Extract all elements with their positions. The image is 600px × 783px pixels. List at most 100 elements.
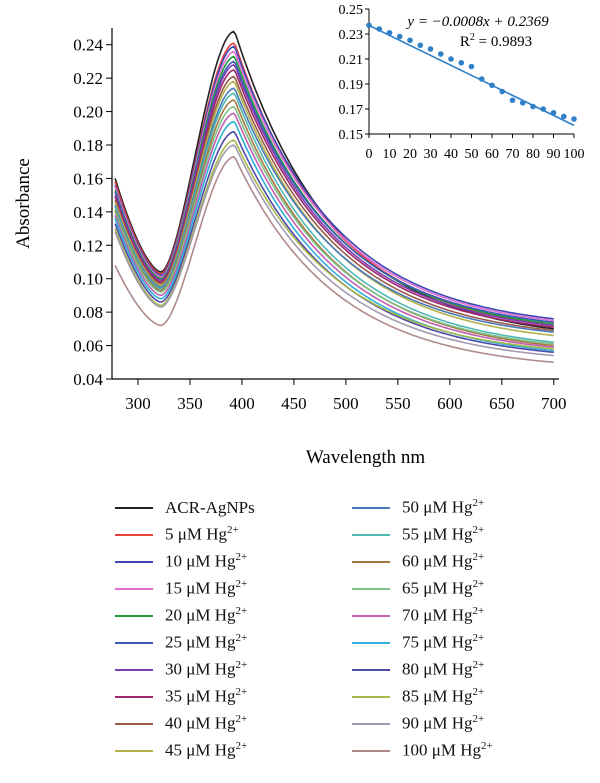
series-line <box>114 105 554 345</box>
legend-swatch <box>352 749 390 752</box>
inset-y-tick-label: 0.25 <box>339 3 364 18</box>
legend-item: 45 μM Hg2+ <box>115 737 350 764</box>
legend-label: 15 μM Hg2+ <box>165 578 248 598</box>
y-tick-label: 0.04 <box>73 370 103 389</box>
inset-data-point <box>386 29 393 36</box>
legend-label: 45 μM Hg2+ <box>165 740 248 760</box>
legend-label: 40 μM Hg2+ <box>165 713 248 733</box>
inset-x-tick-label: 40 <box>444 147 458 162</box>
legend-label: 75 μM Hg2+ <box>402 632 485 652</box>
x-tick-label: 600 <box>437 394 463 413</box>
legend-column-right: 50 μM Hg2+ 55 μM Hg2+ 60 μM Hg2+ 65 μM Hg2+… <box>352 494 587 764</box>
series-line <box>114 99 554 347</box>
legend-item: 20 μM Hg2+ <box>115 602 350 629</box>
x-tick-label: 450 <box>281 394 307 413</box>
legend-label: 30 μM Hg2+ <box>165 659 248 679</box>
x-tick-label: 500 <box>333 394 359 413</box>
inset-x-tick-label: 30 <box>424 147 438 162</box>
legend-swatch <box>115 668 153 671</box>
legend-swatch <box>352 533 390 536</box>
inset-data-point <box>458 59 465 66</box>
inset-y-tick-label: 0.19 <box>339 78 364 93</box>
legend-label: 90 μM Hg2+ <box>402 713 485 733</box>
legend-label: 55 μM Hg2+ <box>402 524 485 544</box>
legend-item: 80 μM Hg2+ <box>352 656 587 683</box>
legend-swatch <box>352 668 390 671</box>
legend-item: 5 μM Hg2+ <box>115 521 350 548</box>
legend-item: 50 μM Hg2+ <box>352 494 587 521</box>
inset-x-tick-label: 70 <box>506 147 520 162</box>
y-tick-label: 0.06 <box>73 337 103 356</box>
y-tick-label: 0.08 <box>73 303 103 322</box>
inset-data-point <box>396 33 403 40</box>
inset-x-tick-label: 20 <box>403 147 417 162</box>
inset-data-point <box>376 26 383 32</box>
x-tick-label: 350 <box>177 394 203 413</box>
y-tick-label: 0.10 <box>73 270 103 289</box>
legend-label: 50 μM Hg2+ <box>402 497 485 517</box>
y-tick-label: 0.20 <box>73 103 103 122</box>
inset-data-point <box>509 97 516 104</box>
legend-swatch <box>352 587 390 590</box>
inset-data-point <box>366 22 372 29</box>
inset-data-point <box>407 37 413 44</box>
series-line <box>114 50 554 322</box>
legend-swatch <box>115 587 153 590</box>
legend-label: 20 μM Hg2+ <box>165 605 248 625</box>
legend-swatch <box>352 722 390 725</box>
legend-label: 70 μM Hg2+ <box>402 605 485 625</box>
legend-swatch <box>352 560 390 563</box>
legend-swatch <box>115 533 153 536</box>
legend-item: 15 μM Hg2+ <box>115 575 350 602</box>
y-tick-label: 0.16 <box>73 169 103 188</box>
legend-swatch <box>352 641 390 644</box>
inset-data-point <box>571 116 577 122</box>
legend-swatch <box>115 614 153 617</box>
legend: ACR-AgNPs 5 μM Hg2+ 10 μM Hg2+ 15 μM Hg2+ 20… <box>115 494 585 774</box>
main-series-group <box>114 30 554 364</box>
legend-label: 65 μM Hg2+ <box>402 578 485 598</box>
legend-swatch <box>115 506 153 509</box>
legend-item: 90 μM Hg2+ <box>352 710 587 737</box>
series-line <box>114 80 554 337</box>
inset-data-point <box>437 51 444 57</box>
inset-data-point <box>478 76 485 82</box>
inset-data-point <box>530 103 536 110</box>
x-axis-label: Wavelength nm <box>306 447 426 468</box>
inset-y-tick-label: 0.23 <box>339 28 364 43</box>
inset-x-tick-label: 100 <box>564 147 585 162</box>
y-axis-label: Absorbance <box>13 158 34 249</box>
legend-item: 65 μM Hg2+ <box>352 575 587 602</box>
legend-swatch <box>115 722 153 725</box>
legend-swatch <box>352 614 390 617</box>
y-tick-label: 0.18 <box>73 136 103 155</box>
series-line <box>114 144 554 357</box>
x-tick-label: 700 <box>541 394 567 413</box>
inset-x-tick-label: 90 <box>547 147 561 162</box>
legend-item: ACR-AgNPs <box>115 494 350 521</box>
legend-item: 55 μM Hg2+ <box>352 521 587 548</box>
series-line <box>114 112 554 348</box>
legend-swatch <box>352 506 390 509</box>
legend-swatch <box>115 749 153 752</box>
inset-x-tick-label: 50 <box>465 147 479 162</box>
x-tick-label: 300 <box>125 394 151 413</box>
legend-item: 40 μM Hg2+ <box>115 710 350 737</box>
legend-item: 60 μM Hg2+ <box>352 548 587 575</box>
legend-item: 10 μM Hg2+ <box>115 548 350 575</box>
inset-data-point <box>448 56 454 62</box>
inset-r-squared: R2 = 0.9893 <box>460 32 532 50</box>
inset-y-tick-label: 0.15 <box>339 128 364 143</box>
inset-data-point <box>550 109 557 116</box>
legend-swatch <box>352 695 390 698</box>
inset-y-tick-label: 0.17 <box>339 103 364 118</box>
legend-item: 30 μM Hg2+ <box>115 656 350 683</box>
inset-fit-line <box>368 24 575 127</box>
x-tick-label: 400 <box>229 394 255 413</box>
legend-label: 25 μM Hg2+ <box>165 632 248 652</box>
x-tick-label: 550 <box>385 394 411 413</box>
inset-data-point <box>489 82 495 89</box>
legend-label: 80 μM Hg2+ <box>402 659 485 679</box>
